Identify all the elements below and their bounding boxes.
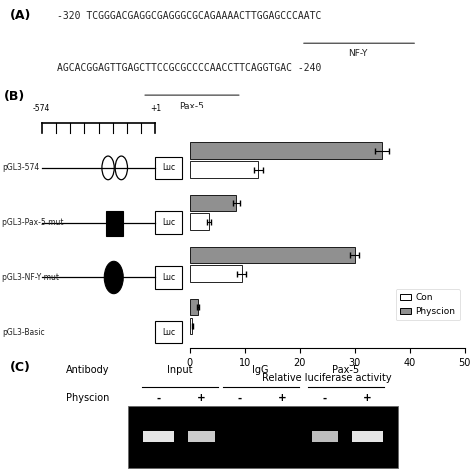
Bar [190,299,198,315]
Bar [311,431,338,442]
Bar [188,431,215,442]
Ellipse shape [115,156,128,180]
Ellipse shape [102,156,114,180]
Text: AGCACGGAGTTGAGCTTCCGCGCCCCAACCTTCAGGTGAC -240: AGCACGGAGTTGAGCTTCCGCGCCCCAACCTTCAGGTGAC… [57,63,321,73]
Text: +: + [197,393,206,403]
Text: -: - [157,393,161,403]
Bar [143,431,174,442]
Text: -320 TCGGGACGAGGCGAGGGCGCAGAAAACTTGGAGCCCAATC: -320 TCGGGACGAGGCGAGGGCGCAGAAAACTTGGAGCC… [57,11,321,21]
Text: (A): (A) [9,8,31,22]
Bar [155,266,182,289]
Text: -: - [323,393,327,403]
Text: (B): (B) [4,90,25,103]
Text: NF-Y: NF-Y [348,48,367,58]
Bar [155,321,182,344]
Text: +1: +1 [150,104,161,113]
Bar [190,318,192,334]
Bar [190,247,355,263]
Bar [190,195,237,212]
Text: IgG: IgG [253,365,269,375]
Text: Physcion: Physcion [66,393,110,403]
Text: -574: -574 [33,104,50,113]
Text: pGL3-NF-Y mut: pGL3-NF-Y mut [2,273,59,282]
Text: +: + [278,393,286,403]
Text: Antibody: Antibody [66,365,110,375]
Text: Pax-5: Pax-5 [332,365,360,375]
Ellipse shape [104,261,123,294]
Text: pGL3-Pax-5 mut: pGL3-Pax-5 mut [2,218,64,227]
Text: Pax-5: Pax-5 [180,102,204,110]
Bar [190,213,209,230]
Bar [155,157,182,179]
Bar [155,212,182,234]
Bar [190,161,258,178]
X-axis label: Relative luciferase activity: Relative luciferase activity [262,373,392,383]
Text: -: - [237,393,241,403]
Text: (C): (C) [9,360,30,374]
Text: Luc: Luc [162,218,175,227]
Text: pGL3-574: pGL3-574 [2,164,39,172]
Bar [352,431,383,442]
Bar [190,266,242,282]
Legend: Con, Physcion: Con, Physcion [396,289,460,321]
Text: Luc: Luc [162,164,175,172]
Bar [190,142,382,159]
Text: Luc: Luc [162,328,175,337]
Text: Luc: Luc [162,273,175,282]
Text: Input: Input [167,365,193,375]
Bar [128,406,398,468]
Text: +: + [363,393,372,403]
Text: pGL3-Basic: pGL3-Basic [2,328,45,337]
Bar [106,211,123,235]
